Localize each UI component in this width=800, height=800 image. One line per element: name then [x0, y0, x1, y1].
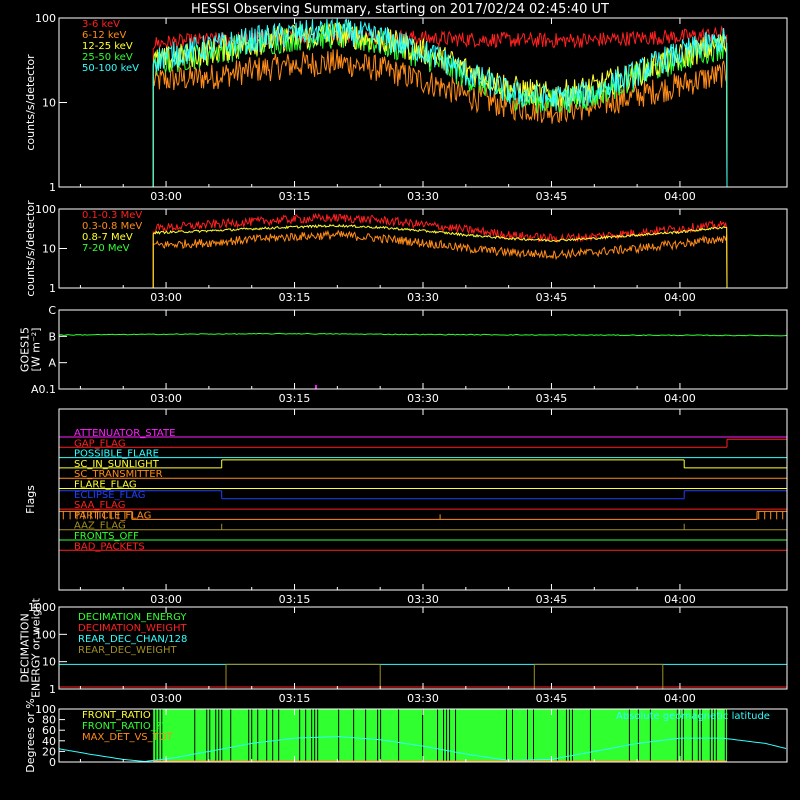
goes-xtick-label: 04:00 — [664, 392, 696, 405]
high-energy-legend-entry: 0.8-7 MeV — [82, 232, 133, 243]
high-energy-legend-entry: 7-20 MeV — [82, 243, 130, 254]
low-energy-xtick-label: 04:00 — [664, 190, 696, 203]
flags-row-label: BAD_PACKETS — [74, 541, 145, 552]
decimation-xtick-label: 03:00 — [150, 692, 182, 705]
high-energy-ylabel: counts/s/detector — [24, 200, 37, 297]
flags-row-label: SC_TRANSMITTER — [74, 469, 163, 480]
ratios-ytick-label: 80 — [42, 714, 56, 727]
low-energy-ytick-label: 100 — [35, 12, 56, 25]
flags-row-label: GAP_FLAG — [74, 438, 126, 449]
ratios-ytick-label: 0 — [49, 756, 56, 769]
low-energy-series-50-100-kev — [152, 18, 728, 188]
goes-ylabel: GOES15 — [19, 327, 32, 372]
ratios-ylabel: Degrees or % — [24, 698, 37, 772]
decimation-legend-entry: DECIMATION_WEIGHT — [78, 623, 187, 634]
low-energy-ytick-label: 10 — [42, 97, 56, 110]
ratios-legend-entry: MAX_DET_VS_TOT — [82, 732, 174, 743]
high-energy-ytick-label: 10 — [42, 243, 56, 256]
high-energy-legend-entry: 0.3-0.8 MeV — [82, 221, 142, 232]
flags-xtick-label: 03:15 — [279, 593, 311, 606]
low-energy-legend-entry: 25-50 keV — [82, 52, 133, 63]
high-energy-series-0-8-7-mev — [152, 223, 728, 289]
flags-xtick-label: 03:45 — [536, 593, 568, 606]
decimation-ylabel: DECIMATION — [19, 613, 32, 682]
decimation-ytick-label: 1 — [49, 683, 56, 696]
high-energy-frame — [58, 208, 788, 289]
decimation-xtick-label: 03:30 — [407, 692, 439, 705]
goes-ytick-label: C — [48, 304, 56, 317]
low-energy-series-6-12-kev — [152, 49, 728, 188]
flags-row-label: ECLIPSE_FLAG — [74, 490, 145, 501]
flags-row-label: SAA_FLAG — [74, 500, 125, 511]
flags-row-particle-flag — [59, 510, 787, 520]
low-energy-xtick-label: 03:00 — [150, 190, 182, 203]
high-energy-xtick-label: 03:30 — [407, 291, 439, 304]
high-energy-ytick-label: 1 — [49, 282, 56, 295]
decimation-xtick-label: 03:45 — [536, 692, 568, 705]
goes-frame — [58, 309, 788, 390]
low-energy-xtick-label: 03:45 — [536, 190, 568, 203]
flags-ylabel: Flags — [24, 485, 37, 514]
low-energy-legend-entry: 50-100 keV — [82, 63, 139, 74]
high-energy-xtick-label: 04:00 — [664, 291, 696, 304]
ratios-legend-entry: FRONT_RATIO_?? — [82, 721, 166, 732]
flags-row-label: AAZ_FLAG — [74, 521, 126, 532]
low-energy-legend-entry: 12-25 keV — [82, 41, 133, 52]
flags-row-label: FLARE_FLAG — [74, 480, 137, 491]
chart-title: HESSI Observing Summary, starting on 201… — [191, 2, 609, 17]
low-energy-ytick-label: 1 — [49, 181, 56, 194]
high-energy-xtick-label: 03:45 — [536, 291, 568, 304]
low-energy-series-12-25-kev — [152, 21, 728, 188]
flags-row-label: ATTENUATOR_STATE — [74, 428, 175, 439]
high-energy-xtick-label: 03:00 — [150, 291, 182, 304]
low-energy-legend-entry: 3-6 keV — [82, 19, 120, 30]
high-energy-xtick-label: 03:15 — [279, 291, 311, 304]
decimation-ytick-label: 10 — [42, 656, 56, 669]
high-energy-series-0-3-0-8-mev — [152, 229, 728, 289]
flags-row-label: POSSIBLE_FLARE — [74, 449, 159, 460]
goes-ytick-label: A — [48, 357, 56, 370]
decimation-ylabel: ENERGY or weight — [30, 597, 43, 697]
low-energy-ylabel: counts/s/detector — [24, 54, 37, 151]
goes-xtick-label: 03:30 — [407, 392, 439, 405]
goes-ylabel: [W m⁻²] — [30, 328, 43, 372]
flags-row-sc-in-sunlight — [59, 459, 787, 469]
goes-series-flux — [58, 332, 788, 337]
flags-row-label: PARTICLE_FLAG — [74, 510, 151, 521]
flags-row-aaz-flag — [59, 523, 787, 531]
goes-xtick-label: 03:15 — [279, 392, 311, 405]
ratios-ytick-label: 100 — [35, 703, 56, 716]
high-energy-ytick-label: 100 — [35, 203, 56, 216]
decimation-ytick-label: 1000 — [28, 601, 56, 614]
ratios-legend-geomag: Absolute geomagnetic latitude — [616, 711, 770, 722]
flags-row-label: SC_IN_SUNLIGHT — [74, 459, 160, 470]
flags-xtick-label: 03:30 — [407, 593, 439, 606]
flags-xtick-label: 04:00 — [664, 593, 696, 606]
goes-xtick-label: 03:45 — [536, 392, 568, 405]
high-energy-legend-entry: 0.1-0.3 MeV — [82, 210, 142, 221]
decimation-xtick-label: 04:00 — [664, 692, 696, 705]
ratios-ytick-label: 40 — [42, 735, 56, 748]
ratios-ytick-label: 60 — [42, 724, 56, 737]
flags-row-label: FRONTS_OFF — [74, 531, 139, 542]
flags-row-eclipse-flag — [59, 490, 787, 500]
decimation-legend-entry: REAR_DEC_WEIGHT — [78, 645, 177, 656]
goes-ytick-label: B — [48, 330, 56, 343]
low-energy-xtick-label: 03:15 — [279, 190, 311, 203]
low-energy-xtick-label: 03:30 — [407, 190, 439, 203]
decimation-legend-entry: REAR_DEC_CHAN/128 — [78, 634, 187, 645]
high-energy-series-0-1-0-3-mev — [152, 212, 728, 289]
ratios-legend-entry: FRONT_RATIO — [82, 710, 151, 721]
flags-row-gap-flag — [59, 438, 787, 448]
decimation-xtick-label: 03:15 — [279, 692, 311, 705]
goes-ytick-label: A0.1 — [31, 383, 56, 396]
goes-xtick-label: 03:00 — [150, 392, 182, 405]
ratios-series-geomag-latitude — [58, 736, 787, 762]
decimation-legend-entry: DECIMATION_ENERGY — [78, 612, 187, 623]
ratios-ytick-label: 20 — [42, 745, 56, 758]
flags-xtick-label: 03:00 — [150, 593, 182, 606]
decimation-ytick-label: 100 — [35, 628, 56, 641]
low-energy-legend-entry: 6-12 keV — [82, 30, 126, 41]
